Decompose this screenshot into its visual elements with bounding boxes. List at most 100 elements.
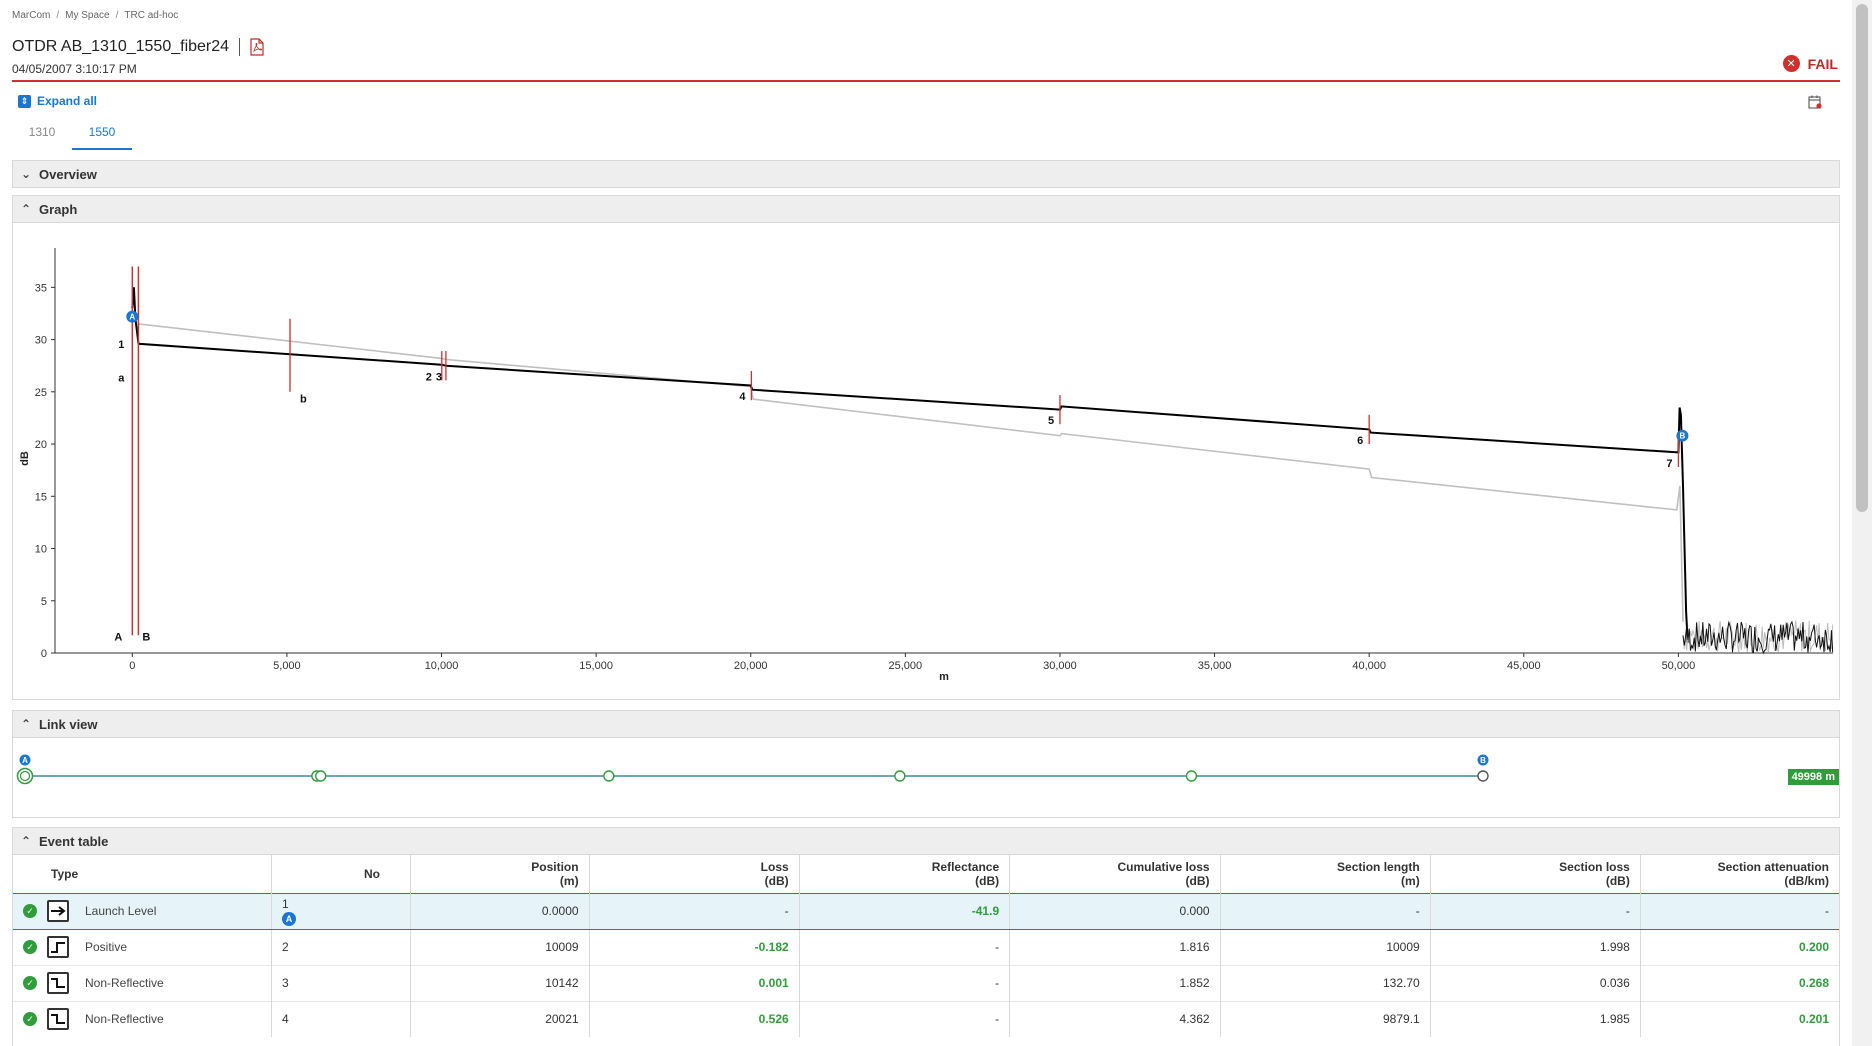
col-section-length[interactable]: Section length (m)	[1220, 855, 1431, 893]
x-tick-label: 25,000	[889, 660, 923, 672]
cell-section-length: 132.70	[1220, 964, 1431, 1001]
table-row[interactable]: ✓ Non-Reflective 4 20021 0.526-4.362 9879.1 1.…	[13, 1000, 1839, 1037]
graph-section-header[interactable]: ⌃ Graph	[12, 195, 1840, 223]
cursor-b-marker-label: B	[1680, 432, 1686, 441]
breadcrumb-item-marcom[interactable]: MarCom	[12, 10, 51, 21]
breadcrumb-item-my-space[interactable]: My Space	[65, 10, 110, 21]
cell-position: 10142	[410, 964, 590, 1001]
cell-loss: 0.526	[589, 1000, 800, 1037]
link-node[interactable]	[603, 770, 615, 782]
page-title: OTDR AB_1310_1550_fiber24	[12, 38, 230, 55]
expand-icon: ⇕	[18, 94, 31, 108]
breadcrumb-separator: /	[56, 10, 60, 21]
event-number: 2	[281, 940, 289, 954]
cell-loss: 0.001	[589, 964, 800, 1001]
cell-type: ✓ Launch Level	[13, 892, 272, 930]
cursor-b-marker[interactable]	[1676, 429, 1689, 442]
event-marker-label[interactable]: 5	[1048, 415, 1054, 427]
cell-no: 4	[271, 1000, 411, 1037]
wavelength-tabs: 1310 1550	[12, 116, 132, 150]
cell-loss: -	[589, 892, 800, 930]
table-row[interactable]: ✓ Positive 2 10009 -0.182-1.816 10009 1.998 0.2…	[13, 928, 1839, 965]
event-table-panel: Type No Position (m) Loss (dB) Reflectance…	[12, 855, 1840, 1046]
event-type-label: Non-Reflective	[85, 1012, 164, 1027]
graph-title: Graph	[39, 201, 78, 217]
event-marker-label[interactable]: 1	[118, 339, 124, 351]
link-node[interactable]	[315, 770, 327, 782]
vertical-scrollbar[interactable]	[1852, 0, 1872, 1046]
cursor-label-a: A	[114, 631, 122, 643]
pdf-icon[interactable]	[250, 38, 264, 56]
expand-all-button[interactable]: ⇕ Expand all	[18, 94, 97, 108]
link-view-section-header[interactable]: ⌃ Link view	[12, 710, 1840, 738]
y-tick-label: 20	[35, 439, 47, 451]
cell-position: 0.0000	[410, 892, 590, 930]
col-loss[interactable]: Loss (dB)	[589, 855, 800, 893]
chevron-up-icon: ⌃	[21, 717, 32, 731]
close-circle-icon: ✕	[1782, 55, 1800, 72]
y-axis-label: dB	[19, 451, 31, 466]
positive-event-icon	[47, 936, 69, 958]
link-node[interactable]	[1185, 770, 1198, 782]
tab-1310[interactable]: 1310	[28, 125, 56, 139]
graph-panel: 0 5 10 15 20 25 30 35 0 5,000 10,000 15,000 20,000 25…	[12, 223, 1840, 700]
overview-section-header[interactable]: ⌄ Overview	[12, 160, 1840, 188]
x-tick-label: 10,000	[425, 660, 459, 672]
y-tick-label: 5	[41, 596, 47, 608]
calendar-icon[interactable]	[1808, 95, 1822, 109]
breadcrumb-item-trc-adhoc[interactable]: TRC ad-hoc	[124, 10, 179, 21]
cell-reflectance: -41.9	[799, 892, 1011, 930]
cell-section-loss: -	[1430, 892, 1641, 930]
x-tick-label: 35,000	[1198, 660, 1232, 672]
cell-position: 20021	[410, 1000, 590, 1037]
col-section-attenuation[interactable]: Section attenuation (dB/km)	[1717, 859, 1829, 888]
event-marker-label[interactable]: 6	[1357, 435, 1363, 447]
cursor-a-marker[interactable]	[126, 310, 139, 323]
event-marker-label[interactable]: 4	[739, 391, 746, 403]
pass-check-icon: ✓	[23, 976, 37, 990]
y-tick-label: 15	[35, 491, 47, 503]
event-type-label: Positive	[85, 940, 128, 954]
cursor-label-b: B	[142, 631, 150, 643]
cell-loss: -0.182	[589, 928, 800, 965]
event-marker-label[interactable]: 7	[1666, 458, 1672, 470]
tab-1550[interactable]: 1550	[72, 116, 132, 150]
link-node[interactable]	[1477, 770, 1489, 782]
event-marker-label[interactable]: 3	[436, 371, 442, 383]
col-reflectance[interactable]: Reflectance (dB)	[799, 855, 1011, 893]
x-tick-label: 0	[129, 660, 135, 672]
cell-no: 2	[271, 928, 411, 965]
y-tick-label: 10	[35, 544, 47, 556]
event-marker-label[interactable]: 2	[426, 371, 432, 383]
cell-cumulative-loss: 1.852	[1009, 964, 1221, 1001]
pass-check-icon: ✓	[23, 904, 37, 918]
event-table-section-header[interactable]: ⌃ Event table	[12, 827, 1840, 855]
link-node[interactable]	[894, 770, 906, 782]
col-section-loss[interactable]: Section loss (dB)	[1430, 855, 1641, 893]
x-tick-label: 50,000	[1662, 660, 1696, 672]
x-tick-label: 20,000	[734, 660, 768, 672]
title-divider	[239, 38, 241, 56]
scrollbar-thumb[interactable]	[1856, 4, 1868, 512]
col-no[interactable]: No	[271, 855, 411, 893]
x-tick-label: 30,000	[1043, 660, 1077, 672]
event-number: 3	[281, 976, 289, 990]
overview-title: Overview	[39, 166, 97, 182]
table-row[interactable]: ✓ Launch Level 1A 0.0000- -41.9 0.000- - -	[13, 892, 1839, 930]
event-table-header: Type No Position (m) Loss (dB) Reflectance…	[13, 855, 1839, 893]
table-row[interactable]: ✓ Non-Reflective 3 10142 0.001-1.852 132.70 0.…	[13, 964, 1839, 1001]
status-divider	[12, 80, 1840, 82]
col-position[interactable]: Position (m)	[410, 855, 590, 893]
title-row: OTDR AB_1310_1550_fiber24	[12, 38, 264, 56]
link-marker-label: A	[22, 756, 28, 765]
trace-line-1	[138, 323, 1684, 622]
x-tick-label: 40,000	[1352, 660, 1386, 672]
chevron-up-icon: ⌃	[21, 834, 32, 848]
col-type[interactable]: Type	[13, 855, 272, 893]
cursor-a-marker-label: A	[129, 313, 135, 322]
col-cumulative-loss[interactable]: Cumulative loss (dB)	[1009, 855, 1221, 893]
